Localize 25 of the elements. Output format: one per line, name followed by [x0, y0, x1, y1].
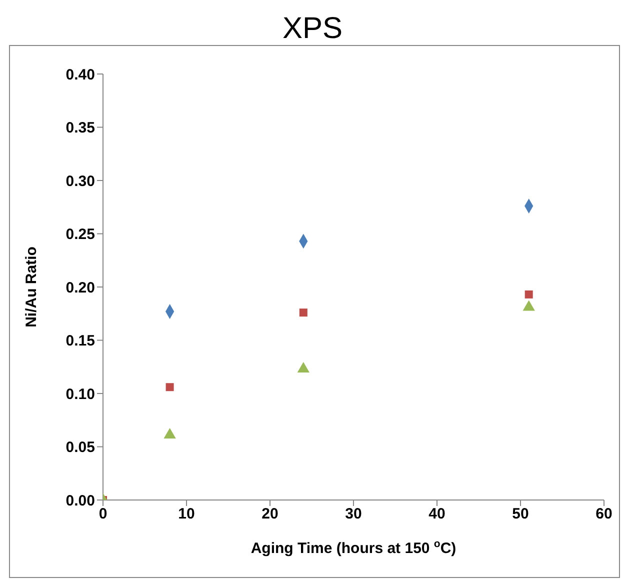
y-tick-label: 0.20 [66, 279, 95, 296]
x-tick-label: 50 [512, 506, 529, 523]
y-tick-label: 0.25 [66, 226, 95, 244]
y-tick-label: 0.05 [66, 439, 95, 456]
point [297, 362, 310, 373]
y-tick-label: 0.35 [66, 120, 95, 137]
y-axis-title: Ni/Au Ratio [23, 246, 40, 328]
point [299, 308, 308, 317]
x-axis-title: Aging Time (hours at 150 $^{o}$C) [250, 538, 456, 557]
y-tick-label: 0.10 [66, 386, 95, 403]
y-tick-label: 0.15 [66, 332, 95, 350]
x-tick-label: 10 [178, 506, 195, 523]
y-tick-label: 0.40 [66, 66, 95, 84]
x-tick-label: 0 [98, 506, 108, 523]
y-tick-label: 0.30 [66, 172, 95, 190]
x-tick-label: 30 [345, 506, 362, 523]
chart-title: XPS [281, 12, 344, 46]
x-tick-label: 40 [428, 506, 446, 523]
x-tick-label: 60 [596, 506, 612, 523]
point [164, 428, 176, 439]
x-tick-label: 20 [262, 506, 278, 523]
y-tick-label: 0.00 [66, 492, 95, 510]
point [524, 290, 533, 298]
point [166, 383, 174, 392]
point [522, 300, 535, 311]
